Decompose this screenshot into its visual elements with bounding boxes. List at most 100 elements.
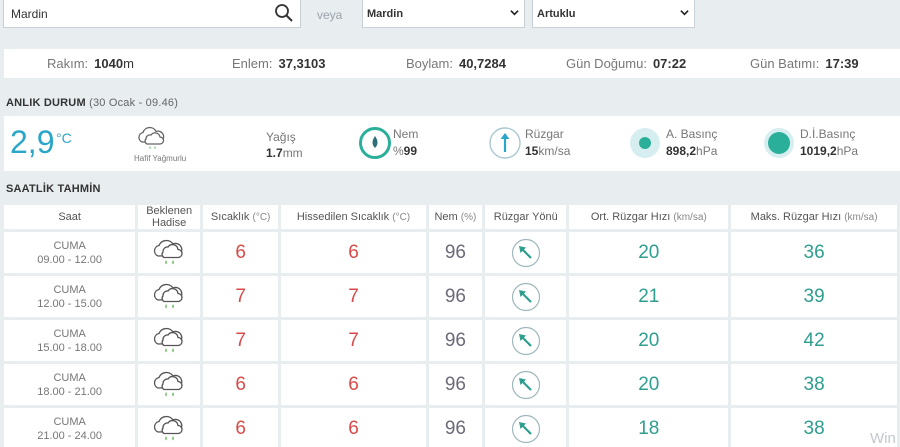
nem-cell: 96 (428, 276, 483, 317)
di-basinc-unit: hPa (836, 144, 859, 158)
header-sicaklik-label: Sıcaklık (210, 210, 250, 223)
sicaklik-cell: 6 (202, 408, 279, 447)
row-day: CUMA (53, 415, 86, 428)
hourly-forecast-table: Saat Beklenen Hadise Sıcaklık (°C) Hissed… (1, 202, 900, 447)
ort-ruzgar-cell: 20 (569, 320, 729, 361)
hadise-cell (138, 276, 200, 317)
nem-cell: 96 (428, 320, 483, 361)
cloud-rain-icon (154, 415, 183, 440)
wind-direction-arrow-icon (511, 282, 540, 311)
sicaklik-cell: 6 (202, 364, 279, 405)
a-basinc-label: A. Basınç (666, 127, 718, 141)
sicaklik-cell: 7 (202, 320, 279, 361)
row-day: CUMA (53, 371, 86, 384)
nem-cell: 96 (428, 408, 483, 447)
location-info-strip: Rakım: 1040m Enlem: 37,3103 Boylam: 40,7284… (4, 49, 900, 78)
row-day: CUMA (53, 327, 86, 340)
a-basinc-unit: hPa (696, 144, 718, 158)
header-hissedilen-unit: (°C) (392, 211, 411, 223)
search-input[interactable]: Mardin (3, 0, 301, 28)
gun-dogumu-info: Gün Doğumu: 07:22 (566, 56, 686, 71)
di-basinc-value: 1019,2 (800, 144, 837, 158)
current-section-title: ANLIK DURUM (30 Ocak - 09.46) (6, 97, 178, 109)
maks-ruzgar-cell: 38 (731, 408, 897, 447)
header-sicaklik-unit: (°C) (252, 211, 271, 223)
windows-watermark: Win (870, 430, 896, 447)
current-date: (30 Ocak - 09.46) (89, 97, 179, 109)
header-maks-ruzgar: Maks. Rüzgar Hızı (km/sa) (731, 205, 897, 229)
di-basinc-value-wrap: 1019,2hPa (800, 144, 858, 158)
nem-value: 99 (403, 144, 418, 158)
hissedilen-cell: 6 (281, 364, 426, 405)
current-title: ANLIK DURUM (6, 97, 86, 109)
sicaklik-cell: 7 (202, 276, 279, 317)
ruzgar-yonu-cell (485, 232, 567, 273)
header-ruzgar-yonu: Rüzgar Yönü (485, 205, 567, 229)
search-row: Mardin veya Mardin Artuklu (0, 0, 900, 40)
header-maks-unit: (km/sa) (844, 211, 878, 223)
header-hadise-line2: Hadise (152, 217, 187, 229)
maks-ruzgar-cell: 42 (731, 320, 897, 361)
header-ort-ruzgar: Ort. Rüzgar Hızı (km/sa) (569, 205, 729, 229)
wind-up-arrow-icon (489, 127, 521, 159)
hadise-cell (138, 232, 200, 273)
enlem-label: Enlem: (232, 56, 273, 71)
cloud-rain-icon (154, 327, 183, 352)
hadise-cell (138, 408, 200, 447)
boylam-info: Boylam: 40,7284 (406, 56, 506, 71)
header-sicaklik: Sıcaklık (°C) (202, 205, 279, 229)
gun-dogumu-value: 07:22 (652, 56, 687, 71)
wind-direction-arrow-icon (511, 414, 540, 443)
current-temperature: 2,9 (10, 124, 55, 160)
rakim-label: Rakım: (47, 56, 89, 71)
veya-label: veya (317, 8, 343, 22)
cloud-rain-icon (138, 126, 165, 149)
saat-cell: CUMA 12.00 - 15.00 (4, 276, 136, 317)
search-icon[interactable] (274, 3, 294, 23)
nem-prefix: % (393, 144, 404, 158)
humidity-icon (359, 127, 391, 159)
search-input-value: Mardin (11, 7, 48, 21)
hourly-section-title: SAATLİK TAHMİN (6, 183, 101, 195)
ruzgar-yonu-cell (485, 364, 567, 405)
table-header-row: Saat Beklenen Hadise Sıcaklık (°C) Hissed… (4, 205, 897, 229)
ort-ruzgar-cell: 20 (569, 232, 729, 273)
nem-cell: 96 (428, 364, 483, 405)
ort-ruzgar-cell: 20 (569, 364, 729, 405)
chevron-down-icon (510, 10, 519, 16)
di-basinc-label: D.İ.Basınç (800, 127, 856, 141)
rakim-info: Rakım: 1040m (47, 56, 134, 71)
header-hadise-line1: Beklenen (146, 205, 193, 217)
gun-dogumu-label: Gün Doğumu: (566, 56, 647, 71)
province-select[interactable]: Mardin (362, 0, 525, 28)
header-hissedilen-label: Hissedilen Sıcaklık (296, 210, 390, 223)
maks-ruzgar-cell: 36 (731, 232, 897, 273)
chevron-down-icon (680, 10, 689, 16)
gun-batimi-label: Gün Batımı: (750, 56, 820, 71)
district-select[interactable]: Artuklu (532, 0, 695, 28)
yagis-value: 1.7 (266, 146, 283, 160)
enlem-value: 37,3103 (278, 56, 326, 71)
yagis-unit: mm (282, 146, 303, 160)
nem-label: Nem (393, 127, 419, 141)
cloud-rain-icon (154, 371, 183, 396)
header-maks-label: Maks. Rüzgar Hızı (750, 210, 842, 223)
header-ort-unit: (km/sa) (673, 211, 707, 223)
header-nem-label: Nem (434, 210, 458, 223)
maks-ruzgar-cell: 39 (731, 276, 897, 317)
table-row: CUMA 12.00 - 15.00 7 7 96 21 39 (4, 276, 897, 317)
ort-ruzgar-cell: 21 (569, 276, 729, 317)
hissedilen-cell: 6 (281, 408, 426, 447)
rakim-value: 1040 (94, 56, 124, 71)
province-select-value: Mardin (367, 8, 404, 20)
row-time: 15.00 - 18.00 (37, 341, 103, 354)
boylam-value: 40,7284 (458, 56, 506, 71)
table-row: CUMA 09.00 - 12.00 6 6 96 20 36 (4, 232, 897, 273)
pressure-small-icon (630, 128, 660, 158)
row-time: 18.00 - 21.00 (37, 385, 103, 398)
hissedilen-cell: 6 (281, 232, 426, 273)
header-ort-label: Ort. Rüzgar Hızı (590, 210, 671, 223)
ruzgar-yonu-cell (485, 320, 567, 361)
header-hissedilen: Hissedilen Sıcaklık (°C) (281, 205, 426, 229)
district-select-value: Artuklu (537, 8, 576, 20)
